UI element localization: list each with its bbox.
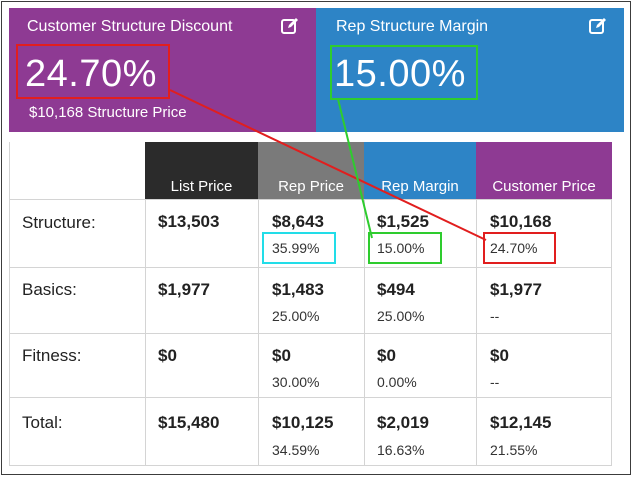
header-customer-price: Customer Price (476, 142, 612, 199)
total-rep-price: $10,125 (272, 413, 334, 432)
total-list-price: $15,480 (158, 413, 220, 432)
customer-discount-card: Customer Structure Discount 24.70% $10,1… (9, 8, 316, 132)
row-label-fitness: Fitness: (22, 346, 82, 365)
connector-line-green (337, 98, 373, 239)
edit-icon[interactable] (280, 16, 300, 36)
row-divider (9, 199, 612, 200)
edit-icon[interactable] (588, 16, 608, 36)
highlight-box-margin (330, 45, 478, 100)
fitness-rep-price: $0 (272, 346, 291, 365)
structure-rep-margin: $1,525 (377, 212, 429, 231)
structure-rep-pct: 35.99% (272, 240, 320, 256)
fitness-customer-pct: -- (490, 374, 500, 390)
structure-price-text: $10,168 Structure Price (29, 104, 187, 121)
header-rep-margin: Rep Margin (364, 142, 476, 199)
total-margin-pct: 16.63% (377, 442, 425, 458)
table-border (9, 142, 10, 465)
header-rep-price: Rep Price (258, 142, 364, 199)
basics-list-price: $1,977 (158, 280, 210, 299)
fitness-margin-pct: 0.00% (377, 374, 417, 390)
structure-margin-pct: 15.00% (377, 240, 425, 256)
basics-rep-pct: 25.00% (272, 308, 320, 324)
column-divider (611, 199, 612, 465)
structure-customer-price: $10,168 (490, 212, 552, 231)
row-divider (9, 267, 612, 268)
total-rep-pct: 34.59% (272, 442, 320, 458)
total-rep-margin: $2,019 (377, 413, 429, 432)
highlight-box-margin-pct (368, 232, 442, 264)
basics-customer-price: $1,977 (490, 280, 542, 299)
customer-discount-title: Customer Structure Discount (27, 18, 233, 35)
total-customer-price: $12,145 (490, 413, 552, 432)
fitness-rep-margin: $0 (377, 346, 396, 365)
row-label-structure: Structure: (22, 213, 96, 232)
column-divider (476, 199, 477, 465)
customer-discount-value: 24.70% (25, 53, 157, 95)
rep-margin-value: 15.00% (334, 53, 466, 95)
fitness-list-price: $0 (158, 346, 177, 365)
fitness-customer-price: $0 (490, 346, 509, 365)
structure-list-price: $13,503 (158, 212, 220, 231)
fitness-rep-pct: 30.00% (272, 374, 320, 390)
column-divider (364, 199, 365, 465)
structure-rep-price: $8,643 (272, 212, 324, 231)
row-divider (9, 397, 612, 398)
rep-margin-title: Rep Structure Margin (336, 18, 489, 35)
basics-rep-margin: $494 (377, 280, 415, 299)
connector-line-red (169, 89, 487, 241)
row-divider (9, 465, 612, 466)
structure-customer-pct: 24.70% (490, 240, 538, 256)
basics-rep-price: $1,483 (272, 280, 324, 299)
row-label-total: Total: (22, 413, 63, 432)
total-customer-pct: 21.55% (490, 442, 538, 458)
highlight-box-rep-pct (262, 232, 336, 264)
basics-margin-pct: 25.00% (377, 308, 425, 324)
rep-margin-card: Rep Structure Margin 15.00% (316, 8, 624, 132)
row-label-basics: Basics: (22, 280, 77, 299)
column-divider (145, 199, 146, 465)
column-divider (258, 199, 259, 465)
highlight-box-customer-pct (483, 232, 556, 264)
header-list-price: List Price (145, 142, 258, 199)
highlight-box-discount (16, 44, 170, 99)
row-divider (9, 333, 612, 334)
basics-customer-pct: -- (490, 308, 500, 324)
